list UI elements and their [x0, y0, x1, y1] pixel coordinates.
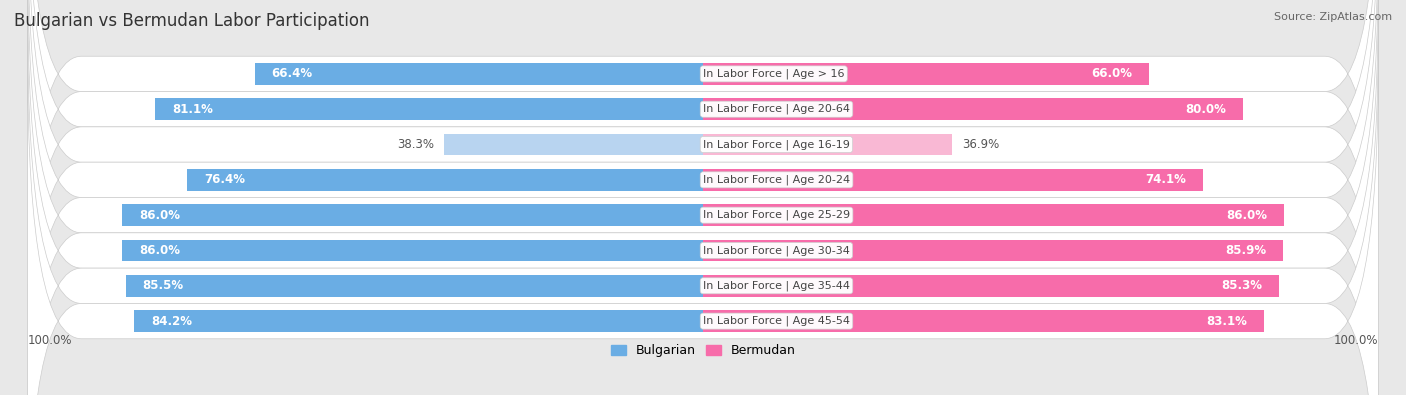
- Text: 81.1%: 81.1%: [172, 103, 212, 116]
- Text: 66.4%: 66.4%: [271, 68, 312, 81]
- Text: 86.0%: 86.0%: [139, 244, 180, 257]
- Text: 36.9%: 36.9%: [962, 138, 1000, 151]
- Text: 100.0%: 100.0%: [28, 333, 72, 346]
- Text: 83.1%: 83.1%: [1206, 314, 1247, 327]
- Text: Source: ZipAtlas.com: Source: ZipAtlas.com: [1274, 12, 1392, 22]
- Text: In Labor Force | Age > 16: In Labor Force | Age > 16: [703, 69, 845, 79]
- Text: 100.0%: 100.0%: [1334, 333, 1378, 346]
- FancyBboxPatch shape: [28, 0, 1378, 395]
- Bar: [703, 169, 1204, 191]
- Text: 85.5%: 85.5%: [142, 279, 184, 292]
- Text: 76.4%: 76.4%: [204, 173, 245, 186]
- Text: 74.1%: 74.1%: [1146, 173, 1187, 186]
- Text: In Labor Force | Age 16-19: In Labor Force | Age 16-19: [703, 139, 849, 150]
- Text: In Labor Force | Age 25-29: In Labor Force | Age 25-29: [703, 210, 851, 220]
- Text: 84.2%: 84.2%: [152, 314, 193, 327]
- Text: Bulgarian vs Bermudan Labor Participation: Bulgarian vs Bermudan Labor Participatio…: [14, 12, 370, 30]
- Text: 85.3%: 85.3%: [1222, 279, 1263, 292]
- FancyBboxPatch shape: [28, 21, 1378, 395]
- Text: 85.9%: 85.9%: [1225, 244, 1267, 257]
- Bar: [703, 204, 1284, 226]
- Text: 86.0%: 86.0%: [139, 209, 180, 222]
- Bar: [703, 310, 1264, 332]
- Bar: [125, 275, 703, 297]
- Bar: [703, 134, 952, 156]
- Text: 86.0%: 86.0%: [1226, 209, 1267, 222]
- Bar: [703, 239, 1284, 261]
- Bar: [254, 63, 703, 85]
- Text: In Labor Force | Age 45-54: In Labor Force | Age 45-54: [703, 316, 851, 326]
- Text: In Labor Force | Age 20-64: In Labor Force | Age 20-64: [703, 104, 851, 115]
- Bar: [122, 239, 703, 261]
- FancyBboxPatch shape: [28, 56, 1378, 395]
- Text: 38.3%: 38.3%: [396, 138, 434, 151]
- Text: In Labor Force | Age 20-24: In Labor Force | Age 20-24: [703, 175, 851, 185]
- Bar: [135, 310, 703, 332]
- Bar: [155, 98, 703, 120]
- Bar: [703, 98, 1243, 120]
- FancyBboxPatch shape: [28, 0, 1378, 395]
- FancyBboxPatch shape: [28, 0, 1378, 395]
- Text: 66.0%: 66.0%: [1091, 68, 1132, 81]
- Bar: [703, 275, 1279, 297]
- Text: In Labor Force | Age 35-44: In Labor Force | Age 35-44: [703, 280, 851, 291]
- Bar: [444, 134, 703, 156]
- Bar: [703, 63, 1149, 85]
- Text: In Labor Force | Age 30-34: In Labor Force | Age 30-34: [703, 245, 849, 256]
- FancyBboxPatch shape: [28, 0, 1378, 339]
- Bar: [122, 204, 703, 226]
- FancyBboxPatch shape: [28, 0, 1378, 374]
- Text: 80.0%: 80.0%: [1185, 103, 1226, 116]
- Legend: Bulgarian, Bermudan: Bulgarian, Bermudan: [606, 339, 800, 362]
- Bar: [187, 169, 703, 191]
- FancyBboxPatch shape: [28, 0, 1378, 395]
